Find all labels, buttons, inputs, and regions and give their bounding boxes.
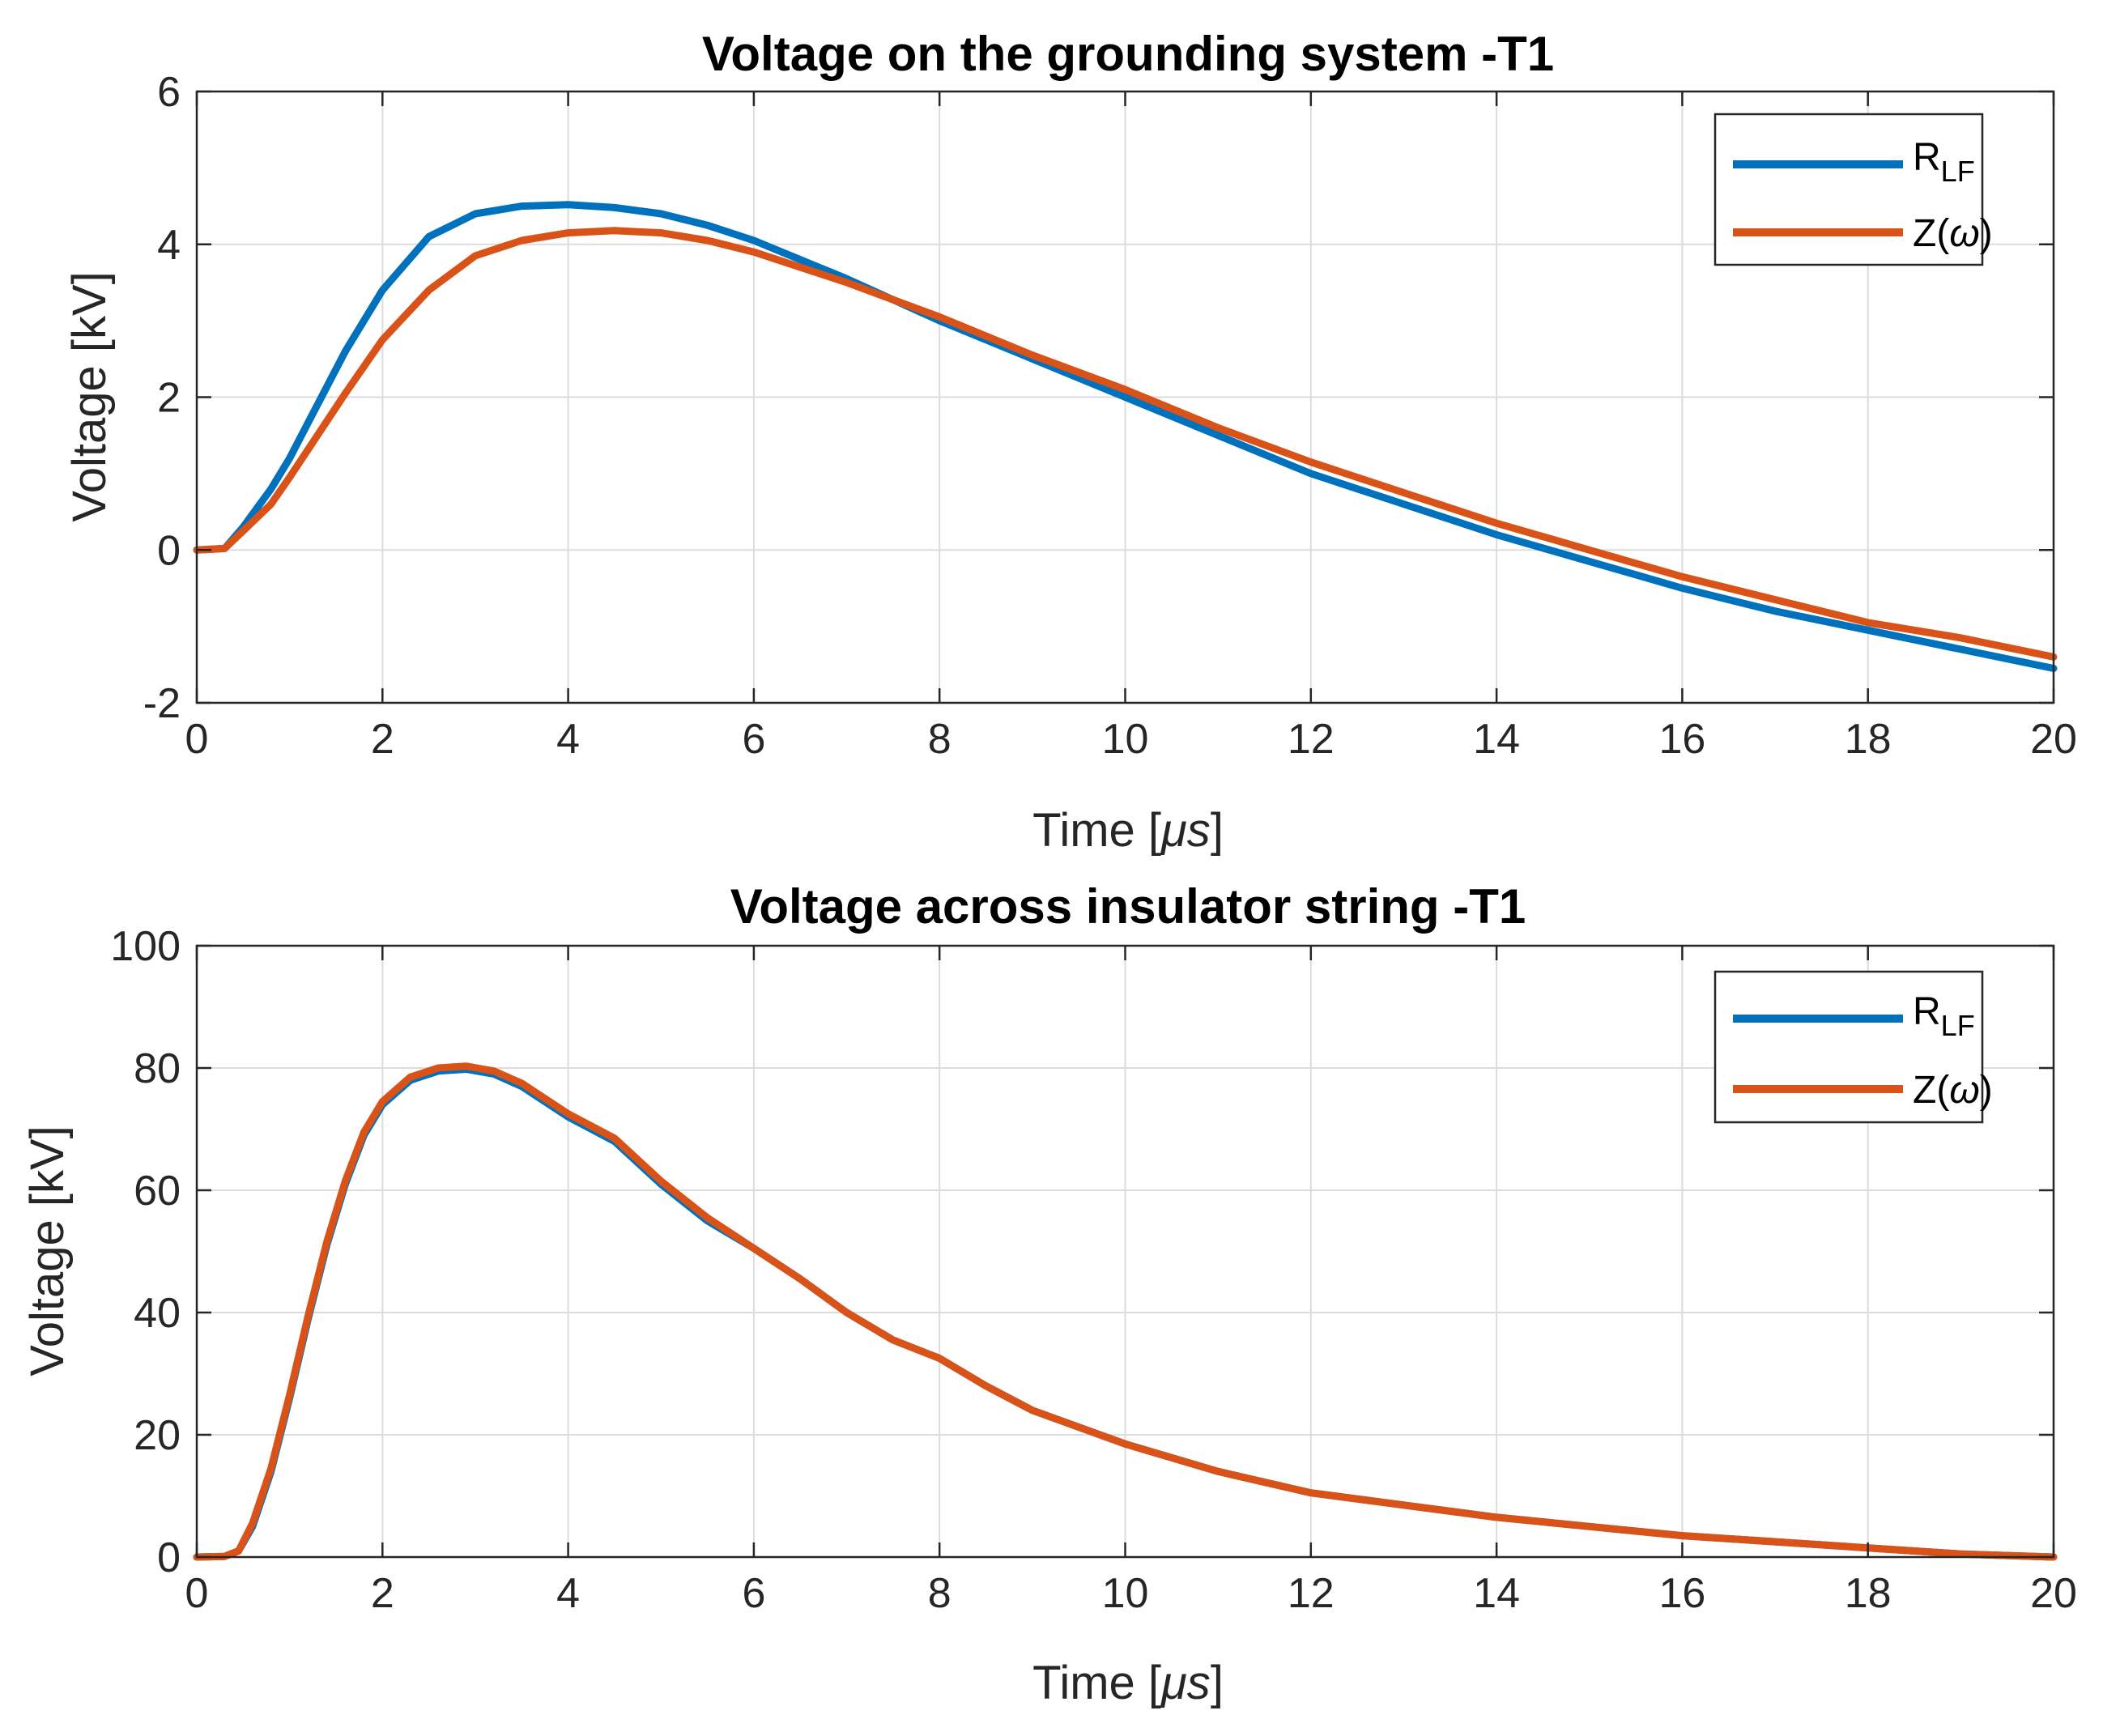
x-axis-label: Time [μs]	[1032, 1657, 1224, 1709]
x-tick-label: 18	[1845, 716, 1892, 763]
chart-insulator-voltage: Voltage across insulator string -T1 0 2 4 6…	[21, 879, 2077, 1709]
legend-label-zw: Z(ω)	[1913, 212, 1993, 255]
series-line-zw	[193, 227, 2058, 661]
x-tick-label: 10	[1102, 1570, 1149, 1617]
y-tick-label: -2	[143, 680, 181, 727]
legend-box	[1713, 113, 1984, 266]
x-tick-label: 12	[1288, 1570, 1335, 1617]
x-axis-label: Time [μs]	[1032, 804, 1224, 857]
legend-label-rlf: RLF	[1913, 990, 1975, 1042]
y-tick-label: 20	[134, 1412, 181, 1459]
series-line-zw	[193, 1062, 2058, 1561]
y-tick-label: 0	[157, 1534, 181, 1581]
y-tick-label: 100	[110, 923, 181, 970]
y-tick-label: 80	[134, 1045, 181, 1092]
legend: RLF Z(ω)	[1713, 970, 1993, 1124]
y-tick-label: 60	[134, 1168, 181, 1215]
x-tick-label: 0	[185, 1570, 209, 1617]
x-tick-label: 10	[1102, 716, 1149, 763]
x-tick-label: 14	[1473, 1570, 1520, 1617]
x-tick-label: 18	[1845, 1570, 1892, 1617]
legend-label-zw: Z(ω)	[1913, 1069, 1993, 1112]
y-tick-label: 2	[157, 375, 181, 422]
y-axis-label: Voltage [kV]	[21, 1125, 74, 1376]
x-tick-label: 4	[556, 716, 580, 763]
chart-grounding-voltage: Voltage on the grounding system -T1 0 2 4 6…	[63, 27, 2077, 857]
x-tick-label: 20	[2030, 1570, 2077, 1617]
x-tick-label: 8	[928, 1570, 951, 1617]
y-tick-label: 4	[157, 222, 181, 269]
x-tick-label: 16	[1658, 716, 1705, 763]
x-tick-label: 4	[556, 1570, 580, 1617]
chart-title: Voltage on the grounding system -T1	[702, 27, 1554, 81]
series-line-rlf	[193, 201, 2058, 672]
x-tick-label: 14	[1473, 716, 1520, 763]
x-tick-label: 6	[742, 716, 765, 763]
chart-title: Voltage across insulator string -T1	[730, 879, 1526, 934]
x-tick-label: 20	[2030, 716, 2077, 763]
x-tick-label: 8	[928, 716, 951, 763]
y-tick-label: 6	[157, 69, 181, 116]
x-tick-label: 16	[1658, 1570, 1705, 1617]
legend-box	[1713, 970, 1984, 1124]
x-tick-label: 12	[1288, 716, 1335, 763]
y-axis-label: Voltage [kV]	[63, 271, 116, 522]
x-tick-label: 2	[371, 716, 394, 763]
x-tick-label: 0	[185, 716, 209, 763]
x-tick-label: 6	[742, 1570, 765, 1617]
y-tick-label: 40	[134, 1290, 181, 1337]
legend: RLF Z(ω)	[1713, 113, 1993, 266]
x-tick-label: 2	[371, 1570, 394, 1617]
y-tick-label: 0	[157, 527, 181, 574]
legend-label-rlf: RLF	[1913, 136, 1975, 188]
